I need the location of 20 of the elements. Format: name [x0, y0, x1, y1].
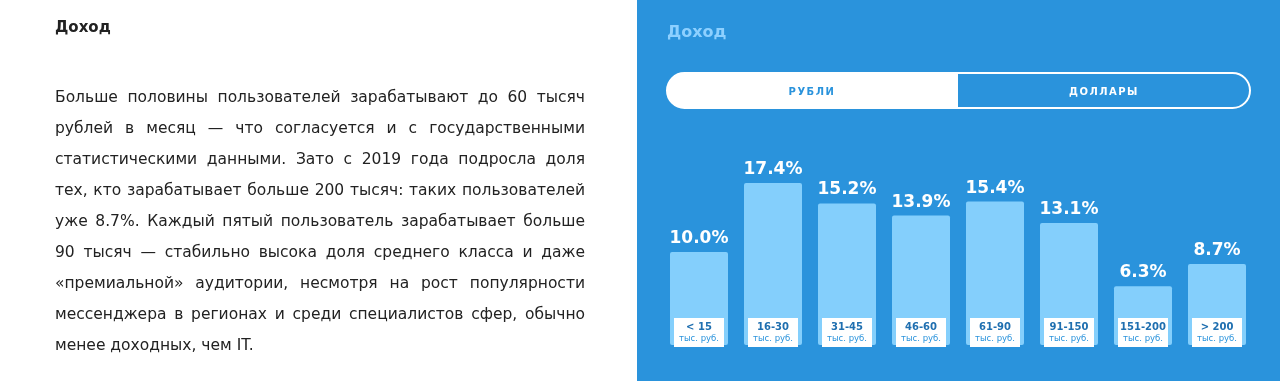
data-label: 17.4%	[743, 158, 803, 178]
x-tick-label: 46-60 тыс. руб.	[900, 321, 942, 343]
toggle-switch: РУБЛИ ДОЛЛАРЫ	[666, 72, 1251, 109]
data-label: 15.4%	[965, 176, 1025, 197]
x-tick-label: < 15 тыс. руб.	[678, 321, 720, 343]
data-label: 6.3%	[1119, 261, 1167, 282]
x-tick-label: 16-30 тыс. руб.	[752, 321, 794, 343]
x-tick-label: 91-150 тыс. руб.	[1048, 321, 1090, 343]
data-label: 13.9%	[891, 190, 951, 211]
data-label: 13.1%	[1039, 198, 1099, 219]
x-tick-label: > 200 тыс. руб.	[1196, 321, 1238, 343]
chart-title: Доход	[667, 22, 727, 41]
text: Доход	[55, 18, 112, 38]
x-tick-label: 151-200 тыс. руб.	[1120, 321, 1166, 343]
data-label: 15.2%	[817, 178, 877, 199]
x-tick-label: 61-90 тыс. руб.	[974, 321, 1016, 343]
data-label: 8.7%	[1193, 239, 1241, 259]
data-label: 10.0%	[669, 226, 729, 247]
text: Больше половины пользователей зарабатывают до 60 тысяч рублей в месяц — что согласуется и с государственными статистическими данными. Зато с 2019 года подросла доля тех, кто зарабатывает больше 200 тысяч: таких пользователей уже 8.7%. Каждый пятый пользователь зарабатывает больше 90 тысяч — стабильно высока доля среднего класса и даже «премиальной» аудитории, несмотря на рост популярности мессенджера в регионах и среди специалистов сфер, обычно менее доходных, чем IT.	[55, 88, 585, 354]
x-tick-label: 31-45 тыс. руб.	[826, 321, 868, 343]
